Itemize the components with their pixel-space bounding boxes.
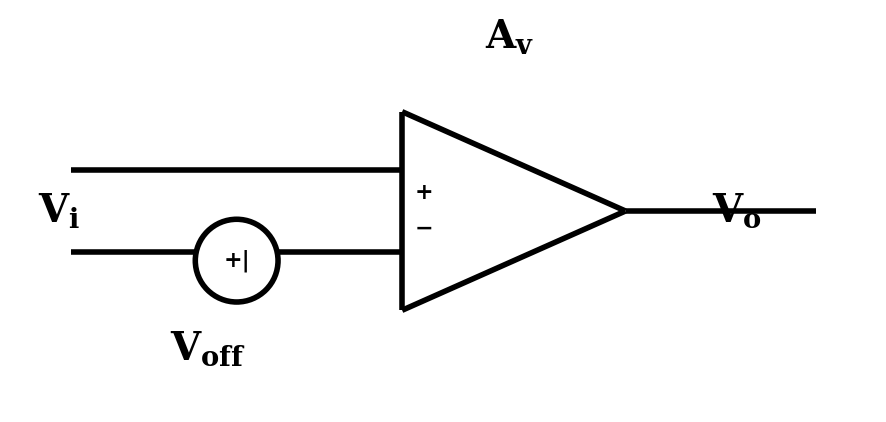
Text: $\mathbf{A_v}$: $\mathbf{A_v}$ (485, 16, 533, 56)
Text: +: + (414, 182, 432, 204)
Text: +|: +| (223, 249, 250, 272)
Text: −: − (414, 218, 432, 240)
Text: $\mathbf{V_{off}}$: $\mathbf{V_{off}}$ (170, 330, 246, 368)
Text: $\mathbf{V_i}$: $\mathbf{V_i}$ (38, 192, 81, 230)
Text: $\mathbf{V_o}$: $\mathbf{V_o}$ (711, 192, 761, 230)
